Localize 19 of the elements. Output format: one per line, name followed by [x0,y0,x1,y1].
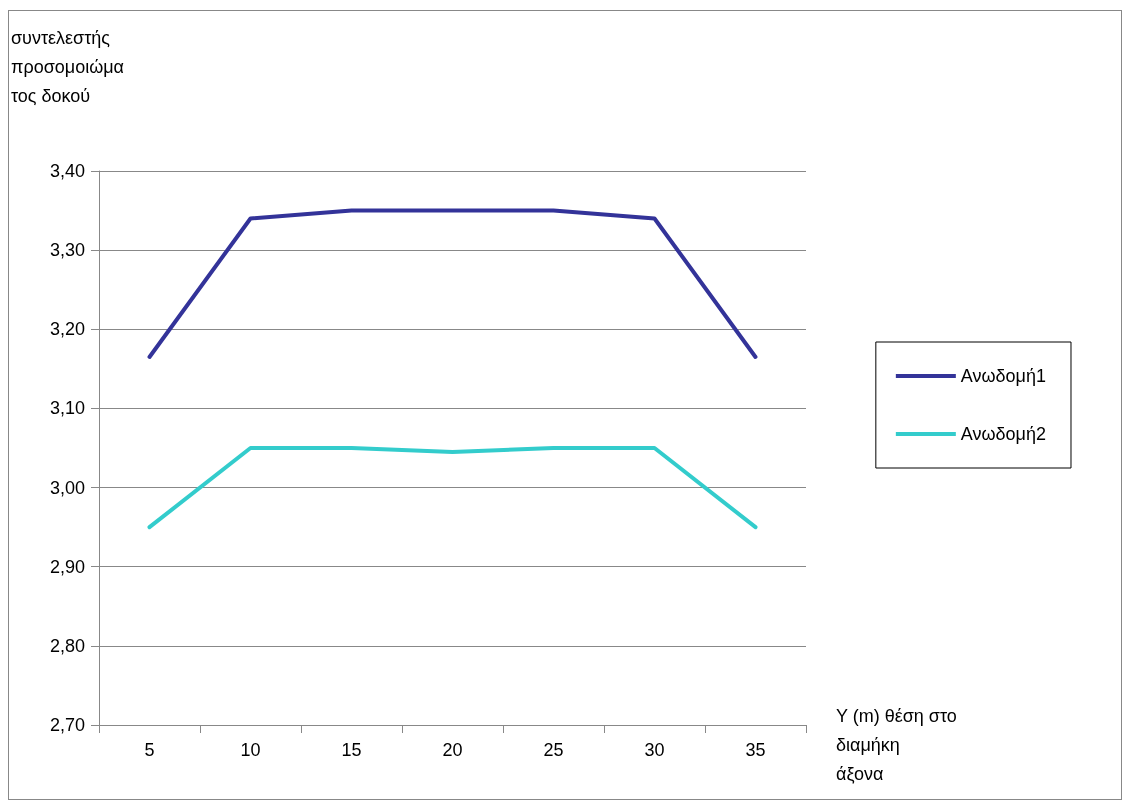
y-tick-label: 2,80 [49,635,85,656]
y-tick-label: 3,30 [49,240,85,261]
x-tick-label: 25 [543,740,564,760]
y-tick-label: 3,40 [49,161,85,181]
x-tick-label: 15 [341,740,362,760]
x-tick-label: 20 [442,740,463,760]
x-axis-title: Y (m) θέση στο διαμήκη άξονα [836,705,962,784]
y-tick-label: 3,10 [49,398,85,419]
legend-label: Ανωδομή2 [960,424,1047,444]
x-tick-label: 30 [644,740,665,760]
x-tick-label: 10 [240,740,261,760]
x-tick-label: 5 [144,740,155,760]
y-axis-title: συντελεστής προσομοιώματος δοκού [11,27,125,106]
y-tick-label: 2,90 [49,556,85,577]
x-tick-label: 35 [745,740,766,760]
y-tick-label: 3,00 [49,477,85,498]
legend-label: Ανωδομή1 [960,366,1047,386]
y-tick-label: 2,70 [49,715,85,735]
y-tick-label: 3,20 [49,319,85,340]
